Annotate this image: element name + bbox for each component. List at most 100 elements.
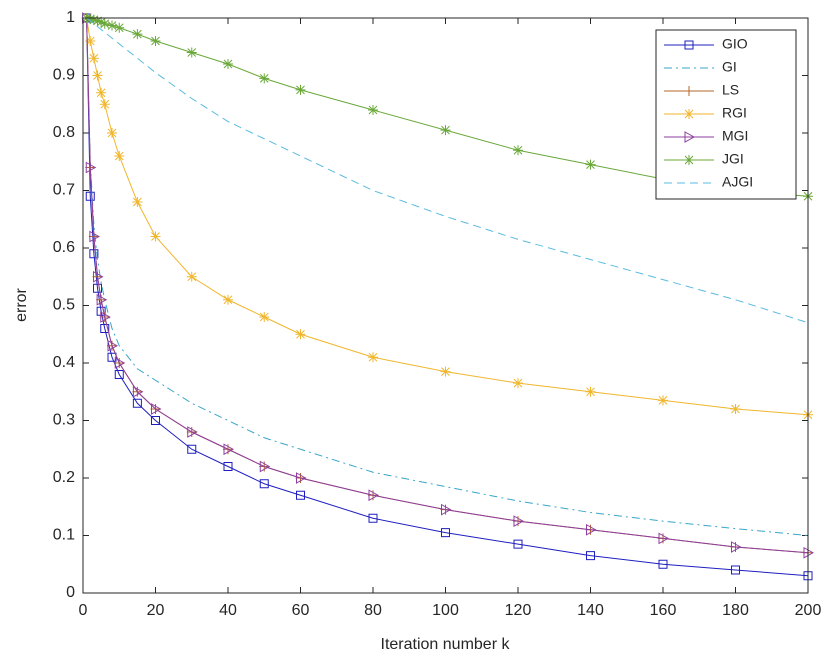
marker [107, 352, 117, 362]
y-tick-label: 0.5 [53, 297, 75, 314]
marker [92, 70, 103, 81]
legend-label: GIO [722, 36, 748, 52]
legend-label: LS [722, 82, 739, 98]
y-tick-label: 0.1 [53, 527, 75, 544]
marker [100, 324, 110, 333]
marker [96, 17, 107, 28]
marker [586, 551, 595, 561]
marker [151, 403, 162, 415]
marker [658, 532, 670, 545]
y-tick-label: 0.7 [53, 182, 75, 199]
series-line [86, 17, 809, 536]
marker [223, 294, 233, 305]
marker [441, 503, 452, 516]
marker [187, 444, 197, 454]
marker [114, 370, 124, 379]
y-tick-label: 0.6 [53, 239, 75, 256]
marker [150, 231, 161, 242]
marker [150, 36, 161, 46]
marker [296, 490, 305, 500]
marker [186, 47, 197, 58]
x-tick-label: 140 [577, 602, 604, 619]
marker [368, 352, 378, 363]
x-tick-label: 160 [650, 602, 677, 619]
marker [85, 36, 96, 46]
legend-marker [684, 40, 694, 50]
legend-label: RGI [722, 105, 747, 121]
marker [85, 161, 97, 174]
marker [658, 559, 668, 569]
marker [368, 489, 380, 502]
marker [259, 312, 270, 322]
marker [88, 53, 99, 64]
marker [151, 416, 160, 425]
marker [730, 404, 741, 414]
marker [92, 15, 103, 26]
marker [295, 84, 306, 95]
marker [187, 426, 198, 438]
marker [259, 460, 271, 473]
marker [132, 398, 142, 408]
legend-label: AJGI [722, 174, 753, 190]
marker [513, 515, 525, 527]
marker [295, 329, 306, 340]
legend-label: GI [722, 59, 737, 75]
y-tick-label: 0.3 [53, 412, 75, 429]
x-tick-label: 100 [432, 602, 459, 619]
marker [107, 20, 117, 31]
marker [132, 29, 143, 40]
marker [259, 73, 270, 84]
marker [586, 523, 597, 536]
series-line [86, 17, 809, 554]
marker [93, 270, 104, 283]
x-axis-label: Iteration number k [381, 636, 511, 653]
marker [513, 378, 523, 389]
marker [658, 395, 668, 406]
marker [114, 22, 125, 33]
x-tick-label: 0 [79, 602, 88, 619]
marker [100, 311, 111, 323]
x-tick-label: 200 [795, 602, 822, 619]
marker [513, 539, 523, 549]
x-tick-label: 180 [722, 602, 749, 619]
marker [99, 18, 110, 29]
marker [89, 249, 99, 259]
marker [85, 14, 96, 25]
marker [96, 87, 107, 98]
x-tick-label: 120 [505, 602, 532, 619]
marker [368, 513, 378, 523]
marker [107, 128, 117, 138]
marker [85, 191, 95, 201]
y-tick-label: 0 [66, 584, 75, 601]
marker [731, 541, 742, 553]
legend: GIO GI LS RGI MGI JGI AJGI [655, 29, 797, 200]
marker [440, 366, 451, 377]
marker [88, 14, 99, 25]
y-tick-label: 0.4 [53, 354, 75, 371]
legend-marker [684, 155, 694, 165]
series-line [86, 17, 809, 324]
legend-label: JGI [722, 151, 744, 167]
marker [99, 99, 110, 110]
x-tick-label: 80 [364, 602, 382, 619]
marker [585, 159, 596, 170]
marker [296, 472, 307, 484]
marker [440, 125, 451, 136]
marker [89, 230, 100, 243]
x-tick-label: 40 [219, 602, 237, 619]
marker [96, 293, 108, 306]
marker [731, 565, 740, 575]
x-tick-label: 60 [292, 602, 310, 619]
marker [223, 443, 235, 456]
legend-marker [684, 86, 694, 96]
marker [223, 59, 233, 69]
marker [223, 462, 233, 471]
marker [114, 357, 126, 369]
marker [513, 145, 523, 156]
y-tick-label: 1 [66, 9, 75, 26]
marker [368, 105, 378, 115]
y-tick-label: 0.9 [53, 67, 75, 84]
marker [114, 151, 125, 161]
marker [186, 271, 197, 282]
